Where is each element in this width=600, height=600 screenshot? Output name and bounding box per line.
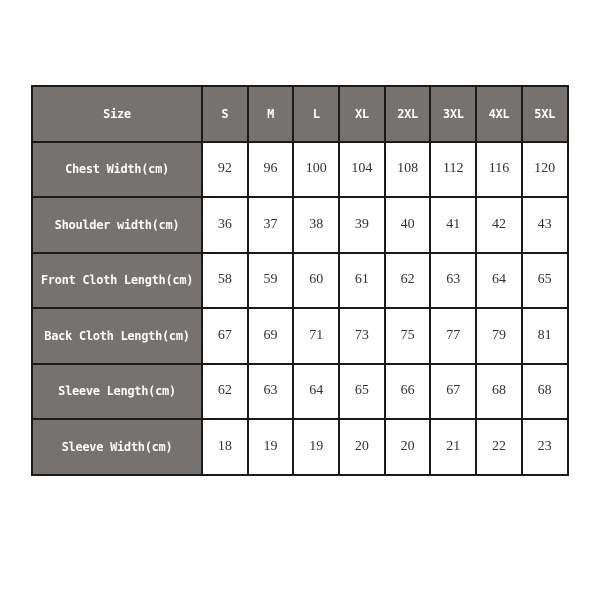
- measurement-cell: 71: [292, 307, 341, 365]
- measurement-cell: 68: [520, 362, 569, 420]
- size-column-header: 4XL: [475, 85, 523, 143]
- measurement-cell: 19: [292, 418, 341, 476]
- measurement-cell: 68: [475, 362, 523, 420]
- measurement-cell: 18: [201, 418, 249, 476]
- measurement-cell: 92: [201, 140, 249, 198]
- measurement-cell: 104: [338, 140, 386, 198]
- table-row: Back Cloth Length(cm) 67 69 71 73 75 77 79 81: [31, 307, 569, 365]
- measurement-cell: 59: [246, 251, 295, 309]
- measurement-cell: 65: [338, 362, 386, 420]
- measurement-cell: 79: [475, 307, 523, 365]
- measurement-cell: 63: [429, 251, 478, 309]
- size-column-header: XL: [338, 85, 386, 143]
- measurement-cell: 63: [246, 362, 295, 420]
- measurement-cell: 66: [383, 362, 432, 420]
- size-column-header: M: [246, 85, 295, 143]
- measurement-cell: 41: [429, 196, 478, 254]
- measurement-cell: 65: [520, 251, 569, 309]
- table-row: Chest Width(cm) 92 96 100 104 108 112 116 120: [31, 140, 569, 198]
- row-label: Sleeve Width(cm): [31, 418, 203, 476]
- table-row: Front Cloth Length(cm) 58 59 60 61 62 63 64 65: [31, 251, 569, 309]
- table-row: Sleeve Width(cm) 18 19 19 20 20 21 22 23: [31, 418, 569, 476]
- measurement-cell: 20: [338, 418, 386, 476]
- measurement-cell: 81: [520, 307, 569, 365]
- measurement-cell: 108: [383, 140, 432, 198]
- size-chart-table: Size S M L XL 2XL 3XL 4XL 5XL Chest Width(cm) 92 9…: [31, 85, 569, 476]
- measurement-cell: 39: [338, 196, 386, 254]
- measurement-cell: 20: [383, 418, 432, 476]
- size-column-header: 5XL: [520, 85, 569, 143]
- measurement-cell: 116: [475, 140, 523, 198]
- measurement-cell: 22: [475, 418, 523, 476]
- measurement-cell: 58: [201, 251, 249, 309]
- measurement-cell: 77: [429, 307, 478, 365]
- measurement-cell: 120: [520, 140, 569, 198]
- measurement-cell: 23: [520, 418, 569, 476]
- row-label: Sleeve Length(cm): [31, 362, 203, 420]
- measurement-cell: 37: [246, 196, 295, 254]
- size-column-header: L: [292, 85, 341, 143]
- table-row: Shoulder width(cm) 36 37 38 39 40 41 42 43: [31, 196, 569, 254]
- measurement-cell: 21: [429, 418, 478, 476]
- measurement-cell: 96: [246, 140, 295, 198]
- size-column-header: S: [201, 85, 249, 143]
- measurement-cell: 69: [246, 307, 295, 365]
- measurement-cell: 112: [429, 140, 478, 198]
- measurement-cell: 42: [475, 196, 523, 254]
- row-label: Shoulder width(cm): [31, 196, 203, 254]
- measurement-cell: 64: [292, 362, 341, 420]
- row-label: Front Cloth Length(cm): [31, 251, 203, 309]
- size-column-header: 2XL: [383, 85, 432, 143]
- header-row: Size S M L XL 2XL 3XL 4XL 5XL: [31, 85, 569, 143]
- measurement-cell: 62: [201, 362, 249, 420]
- measurement-cell: 67: [201, 307, 249, 365]
- measurement-cell: 38: [292, 196, 341, 254]
- row-label: Back Cloth Length(cm): [31, 307, 203, 365]
- measurement-cell: 19: [246, 418, 295, 476]
- measurement-cell: 43: [520, 196, 569, 254]
- measurement-cell: 67: [429, 362, 478, 420]
- measurement-cell: 100: [292, 140, 341, 198]
- measurement-cell: 36: [201, 196, 249, 254]
- measurement-cell: 75: [383, 307, 432, 365]
- measurement-cell: 64: [475, 251, 523, 309]
- measurement-cell: 40: [383, 196, 432, 254]
- table-row: Sleeve Length(cm) 62 63 64 65 66 67 68 68: [31, 362, 569, 420]
- measurement-cell: 61: [338, 251, 386, 309]
- measurement-cell: 60: [292, 251, 341, 309]
- size-header: Size: [31, 85, 203, 143]
- measurement-cell: 62: [383, 251, 432, 309]
- measurement-cell: 73: [338, 307, 386, 365]
- size-column-header: 3XL: [429, 85, 478, 143]
- row-label: Chest Width(cm): [31, 140, 203, 198]
